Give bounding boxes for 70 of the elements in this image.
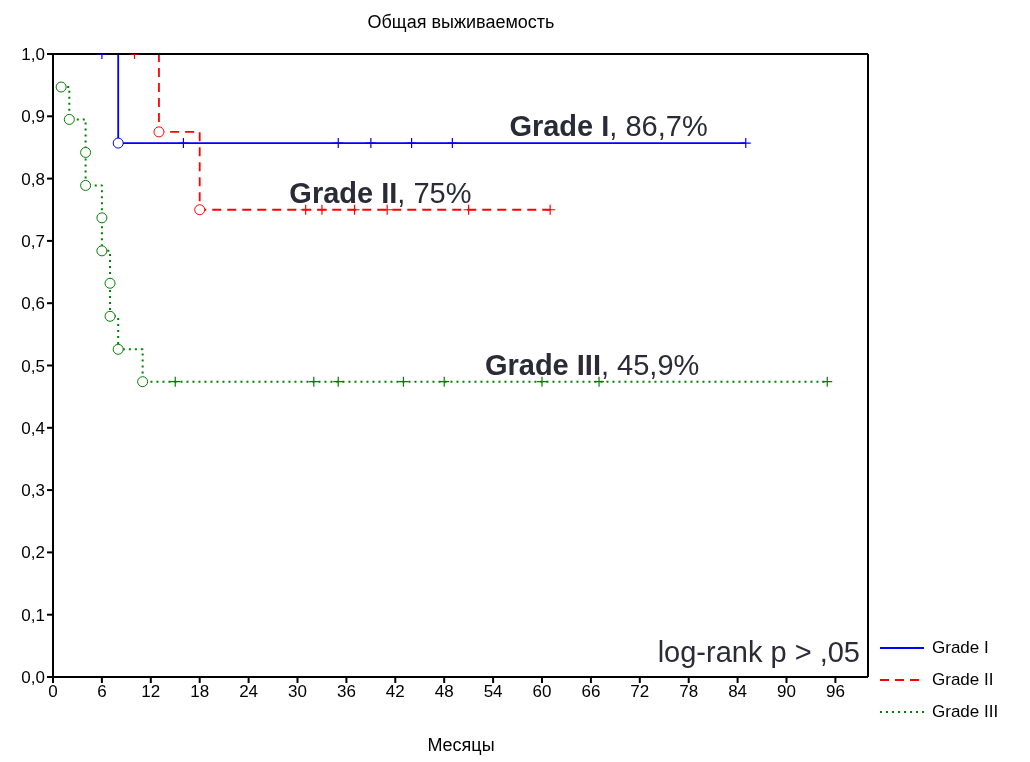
y-tick-label: 0,5	[21, 356, 45, 376]
point	[194, 204, 206, 216]
point	[406, 137, 418, 149]
point	[112, 137, 124, 149]
point	[80, 146, 92, 158]
x-tick-label: 42	[385, 682, 405, 702]
point	[332, 137, 344, 149]
x-tick-label: 66	[581, 682, 601, 702]
point	[96, 245, 108, 257]
y-tick-label: 0,0	[21, 668, 45, 688]
point	[593, 376, 605, 388]
y-tick-label: 1,0	[21, 45, 45, 65]
x-tick-label: 12	[141, 682, 161, 702]
x-tick-label: 96	[825, 682, 845, 702]
point	[740, 137, 752, 149]
x-tick-label: 78	[679, 682, 699, 702]
legend-label: Grade II	[932, 670, 994, 690]
point	[153, 126, 165, 138]
y-tick-label: 0,9	[21, 107, 45, 127]
annotation: Grade III, 45,9%	[484, 348, 700, 382]
annotation: Grade I, 86,7%	[509, 110, 708, 144]
x-tick-label: 90	[777, 682, 796, 702]
point	[316, 204, 328, 216]
x-axis-title: Месяцы	[426, 735, 496, 756]
point	[300, 204, 312, 216]
point	[332, 376, 344, 388]
point	[96, 212, 108, 224]
point	[438, 376, 450, 388]
y-tick-label: 0,3	[21, 481, 45, 501]
point	[80, 179, 92, 191]
point	[544, 204, 556, 216]
legend-label: Grade III	[932, 702, 999, 722]
legend-label: Grade I	[932, 638, 989, 658]
x-tick-label: 18	[190, 682, 210, 702]
x-tick-label: 36	[336, 682, 356, 702]
point	[397, 376, 410, 388]
point	[177, 137, 189, 149]
point	[446, 137, 458, 149]
y-tick-label: 0,4	[21, 418, 45, 438]
point	[112, 343, 124, 355]
x-tick-label: 6	[97, 682, 107, 702]
point	[63, 113, 75, 125]
annotation: Grade II, 75%	[289, 176, 472, 210]
x-tick-label: 72	[630, 682, 650, 702]
y-tick-label: 0,7	[21, 231, 45, 251]
point	[308, 376, 320, 388]
point	[463, 204, 475, 216]
y-tick-label: 0,1	[21, 605, 45, 625]
y-tick-label: 0,6	[21, 294, 45, 314]
y-tick-label: 0,8	[21, 169, 45, 189]
x-tick-label: 0	[48, 682, 58, 702]
point	[104, 277, 116, 289]
x-tick-label: 54	[483, 682, 503, 702]
point	[821, 376, 833, 388]
chart-title: Общая выживаемость	[366, 12, 556, 33]
point	[365, 137, 377, 149]
point	[137, 376, 149, 388]
point	[348, 204, 361, 216]
point	[536, 376, 548, 388]
x-tick-label: 24	[239, 682, 259, 702]
x-tick-label: 84	[728, 682, 748, 702]
point	[104, 310, 116, 322]
x-tick-label: 60	[532, 682, 552, 702]
annotation: log-rank p > ,05	[656, 636, 860, 669]
point	[381, 204, 393, 216]
point	[169, 376, 181, 388]
point	[55, 81, 67, 93]
x-tick-label: 30	[288, 682, 307, 702]
x-tick-label: 48	[434, 682, 454, 702]
y-tick-label: 0,2	[21, 543, 45, 563]
